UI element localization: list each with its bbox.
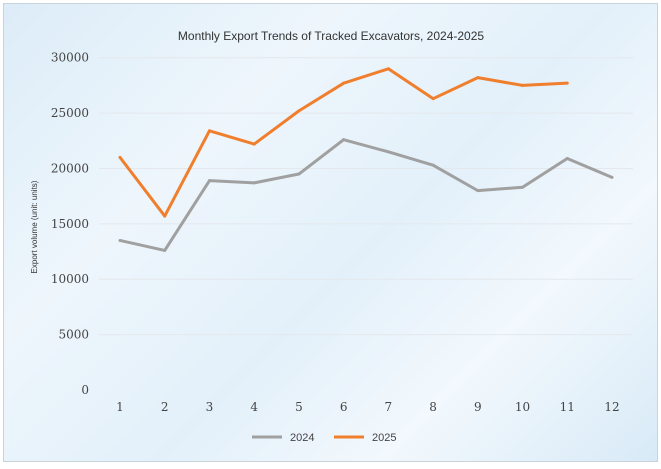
chart-title: Monthly Export Trends of Tracked Excavat… [178,29,484,43]
y-tick-label: 10000 [51,272,89,286]
data-point-2025 [252,142,256,146]
x-tick-label: 9 [474,400,482,414]
x-tick-label: 1 [116,400,124,414]
y-tick-label: 15000 [51,217,89,231]
series-line-2024 [119,138,613,252]
data-point-2024 [252,181,256,185]
data-point-2025 [297,109,301,113]
y-tick-label: 0 [81,383,89,397]
x-tick-label: 6 [340,400,348,414]
y-tick-label: 25000 [51,106,89,120]
data-point-2025 [342,81,346,85]
data-point-2024 [610,175,614,179]
x-tick-label: 2 [161,400,169,414]
x-tick-label: 7 [385,400,393,414]
data-point-2025 [476,76,480,80]
series-line-2025 [118,67,568,218]
data-point-2024 [431,163,435,167]
legend-label: 2024 [290,432,314,444]
x-tick-label: 3 [206,400,214,414]
data-point-2025 [565,81,569,85]
x-tick-label: 10 [515,400,530,414]
x-tick-label: 5 [295,400,303,414]
data-point-2025 [207,129,211,133]
data-point-2025 [118,155,122,159]
data-point-2024 [207,179,211,183]
data-point-2024 [163,248,167,252]
x-tick-label: 12 [604,400,619,414]
data-point-2024 [297,172,301,176]
data-point-2025 [521,83,525,87]
y-tick-label: 5000 [58,328,89,342]
y-tick-label: 30000 [51,51,89,65]
data-point-2025 [163,214,167,218]
legend-label: 2025 [372,432,396,444]
chart-container: Monthly Export Trends of Tracked Excavat… [3,3,658,462]
data-point-2025 [431,97,435,101]
y-tick-label: 20000 [51,161,89,175]
x-tick-label: 4 [250,400,258,414]
x-tick-label: 8 [429,400,437,414]
data-point-2024 [521,185,525,189]
data-point-2024 [342,138,346,142]
data-point-2025 [386,67,390,71]
line-chart: Monthly Export Trends of Tracked Excavat… [30,29,633,444]
data-point-2024 [565,156,569,160]
data-point-2024 [118,238,122,242]
data-point-2024 [476,189,480,193]
x-tick-label: 11 [560,400,575,414]
y-axis-label: Export volume (unit: units) [30,180,39,273]
data-point-2024 [386,150,390,154]
